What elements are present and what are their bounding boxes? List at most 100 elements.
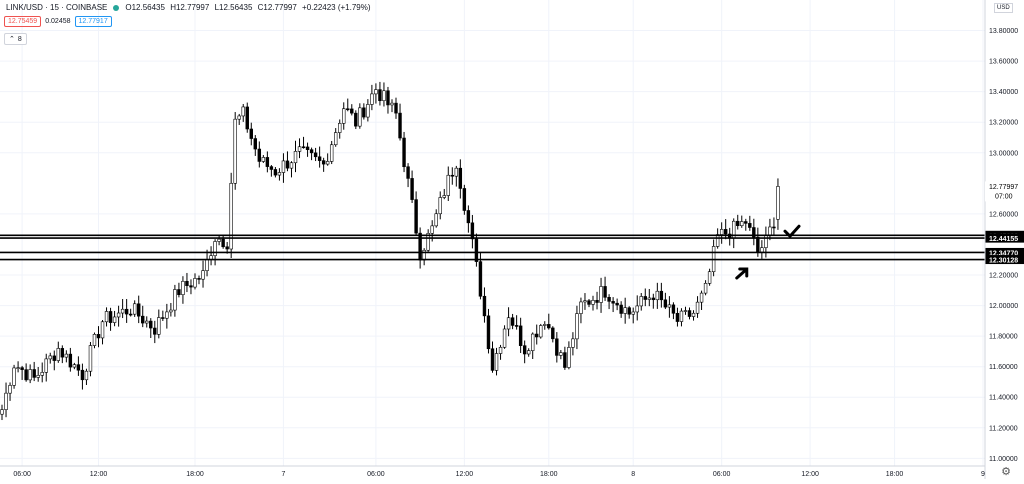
candle-body — [446, 174, 450, 196]
candle — [257, 141, 262, 168]
candle — [16, 361, 20, 373]
candle — [627, 306, 631, 319]
candle — [510, 313, 515, 330]
candle — [44, 353, 48, 382]
candle-body — [643, 296, 647, 300]
candle-body — [583, 300, 587, 303]
candle-body — [44, 358, 48, 373]
candle — [342, 102, 346, 130]
ohlc-values: O12.56435 H12.77997 L12.56435 C12.77997 … — [125, 3, 373, 12]
candle — [265, 151, 270, 173]
indicators-toggle-button[interactable]: ⌃ 8 — [4, 33, 27, 45]
candle — [108, 307, 113, 331]
bar-countdown-label: 07:00 — [995, 193, 1013, 200]
candle — [543, 321, 547, 330]
candle-body — [173, 289, 177, 311]
buy-button[interactable]: 12.77917 — [74, 16, 112, 27]
candle — [40, 362, 44, 383]
candle — [4, 382, 8, 418]
candle — [567, 341, 571, 370]
candle-body — [699, 292, 704, 303]
candle — [736, 214, 740, 230]
chart-grid — [0, 0, 985, 466]
candle — [703, 280, 708, 296]
candle-body — [655, 290, 660, 301]
candle-body — [217, 238, 221, 242]
candle-body — [28, 369, 32, 381]
candle — [169, 302, 173, 317]
candle-body — [20, 367, 24, 370]
chart-annotations — [735, 224, 801, 280]
candle — [329, 140, 334, 165]
currency-badge[interactable]: USD — [994, 3, 1013, 13]
candle — [466, 205, 471, 233]
candle — [269, 165, 274, 177]
candle-body — [16, 367, 20, 369]
candle — [378, 81, 382, 106]
candle-body — [0, 409, 4, 415]
candle — [189, 279, 193, 295]
candle-body — [760, 247, 764, 253]
candle-body — [317, 156, 322, 161]
price-tick-label: 13.60000 — [989, 59, 1018, 66]
candle — [623, 297, 627, 324]
candle-body — [253, 138, 258, 150]
sell-button[interactable]: 12.75459 — [4, 16, 42, 27]
candle — [571, 332, 575, 356]
candle — [732, 218, 736, 249]
candle — [727, 227, 732, 246]
symbol-label[interactable]: LINK/USD · 15 · COINBASE — [6, 3, 108, 12]
candle — [744, 218, 748, 231]
candle — [124, 299, 129, 323]
candle-body — [430, 225, 434, 234]
candle-body — [338, 123, 342, 133]
candle — [56, 341, 61, 363]
candles — [0, 81, 780, 421]
candle-body — [776, 186, 780, 220]
candle — [362, 103, 366, 120]
candle-body — [607, 297, 611, 302]
price-tick-label: 11.20000 — [989, 425, 1018, 432]
candle — [418, 227, 422, 269]
settings-gear-icon[interactable]: ⚙ — [1001, 466, 1011, 478]
candle-body — [639, 296, 643, 307]
candle-body — [153, 327, 157, 335]
candle — [663, 292, 668, 310]
candle-body — [245, 106, 249, 130]
candle — [165, 303, 169, 329]
candle — [128, 308, 133, 317]
candle — [237, 113, 241, 125]
candle — [145, 316, 149, 328]
candle — [354, 110, 358, 130]
horizontal-line-label-box — [985, 247, 1024, 257]
candle — [209, 246, 213, 266]
candle — [241, 103, 245, 122]
candle-body — [32, 369, 36, 378]
candle-body — [555, 338, 559, 356]
candle — [518, 317, 523, 354]
candle — [277, 168, 282, 181]
candle-body — [579, 301, 583, 314]
candle-body — [683, 310, 688, 312]
time-tick-label: 06:00 — [13, 471, 31, 478]
candle-body — [647, 297, 652, 300]
candle-body — [189, 285, 193, 288]
candle — [526, 348, 531, 357]
candle-body — [402, 137, 406, 168]
candle — [486, 308, 491, 354]
candle-body — [675, 312, 680, 322]
candle-body — [390, 102, 394, 106]
candle-body — [285, 160, 290, 169]
candle — [153, 320, 157, 344]
candle — [671, 302, 676, 320]
candle — [434, 209, 438, 228]
candle-body — [426, 233, 430, 251]
candle-body — [229, 182, 233, 250]
candle-body — [506, 317, 511, 330]
candle-body — [197, 278, 201, 280]
candle — [261, 155, 266, 163]
candle-body — [382, 90, 386, 102]
candle — [217, 234, 221, 246]
